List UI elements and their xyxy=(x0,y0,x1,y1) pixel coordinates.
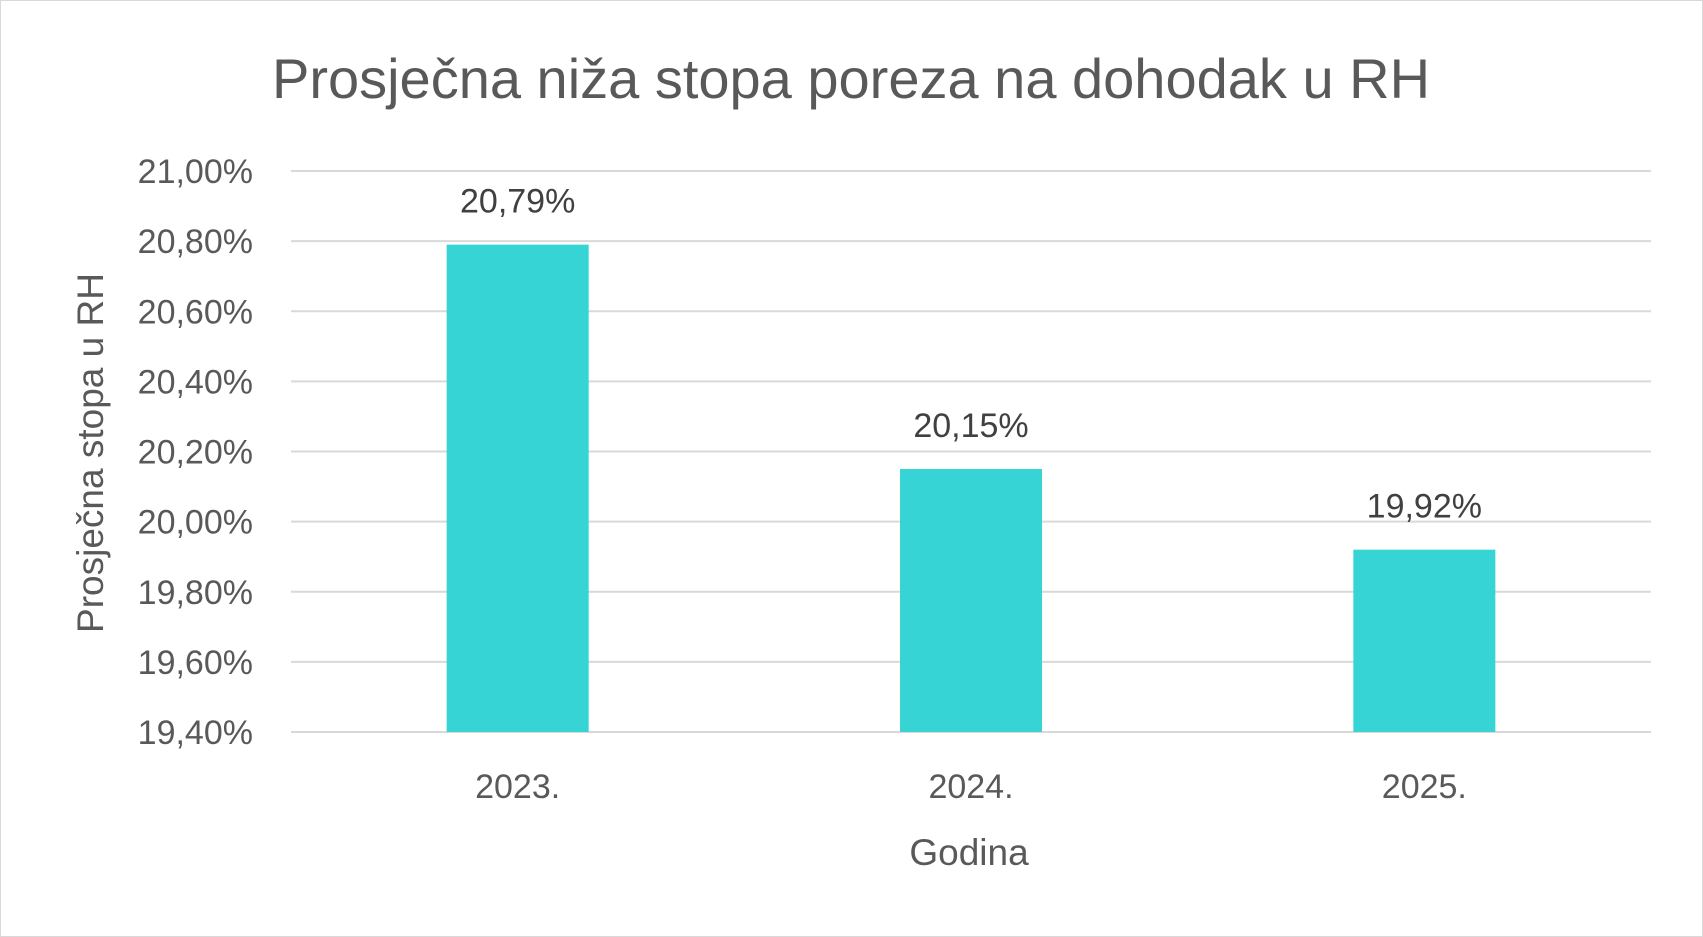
y-axis-ticks: 19,40% 19,60% 19,80% 20,00% 20,20% 20,40% 20,6… xyxy=(138,153,253,752)
y-tick-label: 19,40% xyxy=(138,714,253,752)
bars xyxy=(446,244,1496,732)
x-axis-title: Godina xyxy=(909,832,1029,873)
y-tick-label: 20,20% xyxy=(138,434,253,472)
x-tick-label: 2024. xyxy=(928,768,1013,806)
data-labels: 20,79% 20,15% 19,92% xyxy=(460,183,1482,526)
x-axis-ticks: 2023. 2024. 2025. xyxy=(475,768,1467,806)
data-label: 19,92% xyxy=(1367,488,1482,526)
y-tick-label: 19,60% xyxy=(138,644,253,682)
y-tick-label: 20,40% xyxy=(138,363,253,401)
y-tick-label: 20,60% xyxy=(138,293,253,331)
x-tick-label: 2023. xyxy=(475,768,560,806)
y-tick-label: 21,00% xyxy=(138,153,253,191)
y-axis-title: Prosječna stopa u RH xyxy=(70,273,111,633)
y-tick-label: 20,00% xyxy=(138,504,253,542)
data-label: 20,79% xyxy=(460,183,575,221)
y-tick-label: 20,80% xyxy=(138,223,253,261)
data-label: 20,15% xyxy=(913,407,1028,445)
x-tick-label: 2025. xyxy=(1382,768,1467,806)
bar xyxy=(900,469,1042,732)
bar xyxy=(446,244,589,732)
bar xyxy=(1353,549,1496,732)
y-tick-label: 19,80% xyxy=(138,574,253,612)
chart-title: Prosječna niža stopa poreza na dohodak u… xyxy=(272,47,1430,110)
